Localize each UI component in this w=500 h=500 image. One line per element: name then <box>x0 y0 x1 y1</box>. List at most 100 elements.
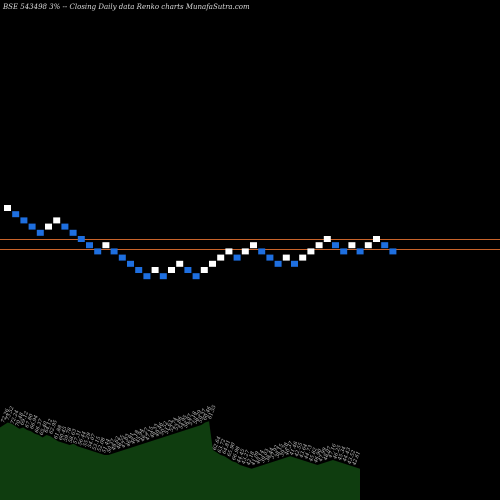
volume-label: 43.52 <box>346 449 357 465</box>
renko-brick-down <box>94 248 102 255</box>
renko-brick-down <box>184 267 192 273</box>
volume-label: 60.46 <box>202 405 213 421</box>
renko-brick-up <box>4 205 11 211</box>
volume-label: 62.64 <box>212 436 223 452</box>
volume-label: 46.90 <box>313 447 324 464</box>
volume-label: 66.37 <box>34 417 45 433</box>
renko-brick-up <box>209 260 216 267</box>
renko-brick-down <box>20 217 28 224</box>
renko-brick-up <box>348 242 356 249</box>
volume-label: 64.81 <box>222 439 233 455</box>
volume-label: 49.46 <box>154 421 165 438</box>
renko-brick-up <box>45 223 52 230</box>
volume-label: 43.27 <box>240 449 251 466</box>
volume-label: 46.18 <box>130 429 141 445</box>
volume-label: 66.98 <box>231 446 242 462</box>
volume-label: 73.52 <box>5 406 16 422</box>
volume-label: 43.64 <box>298 443 309 459</box>
renko-brick-down <box>143 273 151 280</box>
renko-brick-up <box>299 254 307 261</box>
volume-label: 47.15 <box>144 426 155 442</box>
volume-label: 59.78 <box>63 427 74 443</box>
volume-label: 70.48 <box>15 412 26 428</box>
volume-label: 65.90 <box>226 441 237 457</box>
renko-brick-down <box>77 236 85 242</box>
renko-brick-down <box>274 260 282 267</box>
volume-label: 45.34 <box>337 446 348 462</box>
volume-label: 41.09 <box>250 450 261 467</box>
volume-label: 46.91 <box>125 432 136 448</box>
renko-brick-up <box>176 260 184 267</box>
volume-label: 38.15 <box>274 443 285 459</box>
volume-label: 58.29 <box>193 409 204 425</box>
volume-label: 50.37 <box>106 437 117 453</box>
renko-brick-down <box>233 254 241 261</box>
volume-label: 42.55 <box>293 442 304 458</box>
renko-brick-down <box>159 273 167 280</box>
volume-label: 62.95 <box>48 419 59 435</box>
volume-label: 38.44 <box>265 447 276 463</box>
renko-brick-down <box>118 254 126 261</box>
volume-label: 66.94 <box>29 414 40 430</box>
volume-label: 41.46 <box>289 440 300 457</box>
volume-label: 48.07 <box>322 445 333 462</box>
volume-label: 61.88 <box>53 424 64 440</box>
volume-label: 45.82 <box>308 447 319 463</box>
renko-brick-up <box>225 248 233 255</box>
volume-label: 56.07 <box>183 412 194 428</box>
volume-label: 40.37 <box>284 440 295 457</box>
volume-label: 44.45 <box>236 448 247 464</box>
volume-label: 39.03 <box>260 448 271 464</box>
volume-label: 47.83 <box>120 433 131 449</box>
volume-area <box>0 421 360 500</box>
volume-label: 44.73 <box>303 444 314 460</box>
volume-label: 52.08 <box>96 437 107 453</box>
renko-brick-down <box>381 242 389 249</box>
volume-label: 48.33 <box>149 423 160 439</box>
volume-label: 42.61 <box>351 451 362 467</box>
volume-label: 57.31 <box>72 429 83 445</box>
renko-brick-down <box>332 242 339 249</box>
volume-label: 72.24 <box>10 409 21 425</box>
renko-brick-up <box>282 254 290 261</box>
volume-label: 67.80 <box>24 412 35 428</box>
volume-label: 61.55 <box>207 404 218 420</box>
renko-brick-up <box>102 242 110 249</box>
renko-brick-down <box>61 223 69 230</box>
renko-brick-down <box>258 248 266 255</box>
volume-label: 49.62 <box>111 436 122 452</box>
volume-label: 57.18 <box>188 411 199 427</box>
renko-brick-down <box>12 211 20 218</box>
volume-label: 46.25 <box>332 444 343 460</box>
renko-brick-up <box>53 217 61 224</box>
renko-brick-down <box>135 267 143 273</box>
volume-label: 59.37 <box>197 407 208 423</box>
volume-label: 51.63 <box>164 419 175 435</box>
renko-brick-down <box>86 242 93 249</box>
volume-label: 60.45 <box>58 426 69 442</box>
volume-label: 55.29 <box>82 431 93 447</box>
volume-label: 54.95 <box>178 414 189 430</box>
volume-label: 47.16 <box>327 442 338 459</box>
volume-label: 58.63 <box>68 428 79 444</box>
volume-label: 52.74 <box>169 417 180 433</box>
renko-brick-up <box>315 242 323 249</box>
volume-label: 65.40 <box>39 420 50 436</box>
renko-brick-down <box>389 248 397 255</box>
volume-label: 51.44 <box>101 438 112 454</box>
renko-brick-up <box>250 242 257 249</box>
volume-label: 72.26 <box>0 407 11 423</box>
renko-brick-up <box>364 242 372 249</box>
renko-brick-down <box>192 273 200 280</box>
volume-label: 50.52 <box>159 421 170 437</box>
volume-label: 45.94 <box>135 428 146 444</box>
renko-brick-up <box>241 248 249 255</box>
volume-label: 46.27 <box>139 426 150 443</box>
volume-label: 40.14 <box>255 449 266 465</box>
renko-brick-down <box>110 248 118 255</box>
volume-label: 56.44 <box>77 431 88 447</box>
volume-label: 69.12 <box>19 411 30 427</box>
renko-brick-down <box>340 248 348 255</box>
renko-brick-up <box>307 248 315 255</box>
